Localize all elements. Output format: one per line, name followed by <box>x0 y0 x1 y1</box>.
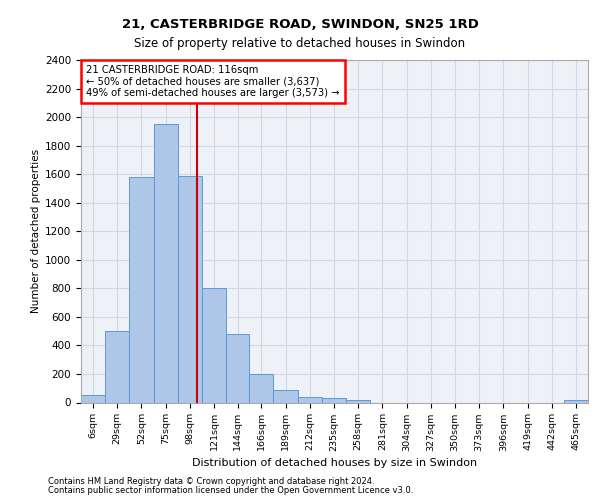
Text: 21, CASTERBRIDGE ROAD, SWINDON, SN25 1RD: 21, CASTERBRIDGE ROAD, SWINDON, SN25 1RD <box>122 18 478 30</box>
Bar <box>226 334 249 402</box>
Y-axis label: Number of detached properties: Number of detached properties <box>31 149 41 314</box>
Bar <box>564 400 588 402</box>
Bar <box>249 374 274 402</box>
Bar <box>154 124 178 402</box>
Bar <box>322 398 346 402</box>
Bar <box>178 176 202 402</box>
Bar <box>202 288 226 403</box>
Text: Size of property relative to detached houses in Swindon: Size of property relative to detached ho… <box>134 38 466 51</box>
X-axis label: Distribution of detached houses by size in Swindon: Distribution of detached houses by size … <box>192 458 477 468</box>
Text: 21 CASTERBRIDGE ROAD: 116sqm
← 50% of detached houses are smaller (3,637)
49% of: 21 CASTERBRIDGE ROAD: 116sqm ← 50% of de… <box>86 65 340 98</box>
Bar <box>105 331 130 402</box>
Text: Contains HM Land Registry data © Crown copyright and database right 2024.: Contains HM Land Registry data © Crown c… <box>48 477 374 486</box>
Bar <box>274 390 298 402</box>
Bar <box>130 177 154 402</box>
Bar <box>298 397 322 402</box>
Bar <box>346 400 370 402</box>
Bar <box>81 396 105 402</box>
Text: Contains public sector information licensed under the Open Government Licence v3: Contains public sector information licen… <box>48 486 413 495</box>
